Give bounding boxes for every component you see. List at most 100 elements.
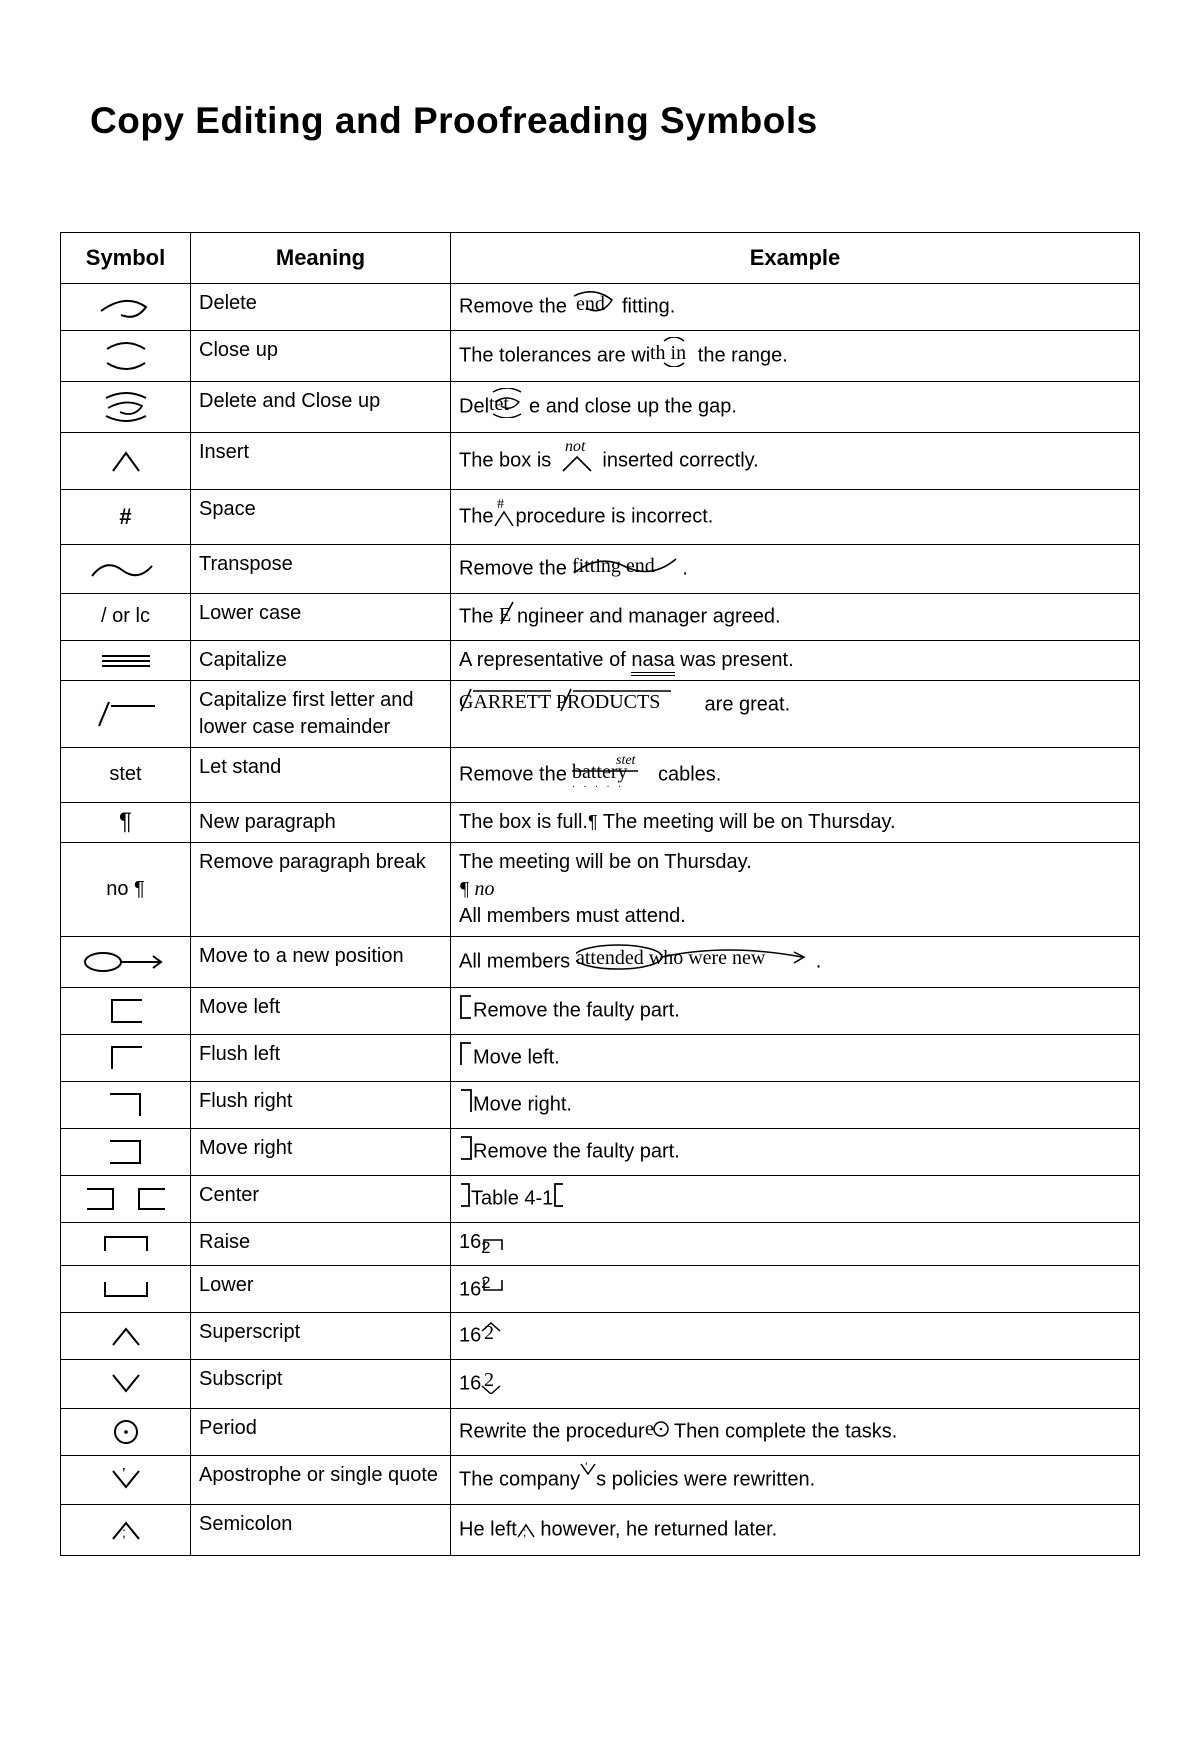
svg-text:. . . . .: . . . . . [572,779,624,788]
symbol-lowercase-icon: / or lc [61,593,191,640]
col-example: Example [451,233,1140,284]
example-cell: Table 4-1 [451,1175,1140,1222]
table-row: Capitalize first letter and lower case r… [61,680,1140,747]
meaning-cell: Space [191,489,451,544]
symbol-subscript-icon [61,1359,191,1408]
table-row: no ¶ Remove paragraph break The meeting … [61,842,1140,936]
meaning-cell: Lower case [191,593,451,640]
symbol-raise-icon [61,1222,191,1266]
symbol-lower-icon [61,1266,191,1312]
example-cell: Remove the fitting end. [451,544,1140,593]
symbol-closeup-icon [61,330,191,381]
raise-mark-icon [496,1229,504,1256]
example-cell: The box is full.¶ The meeting will be on… [451,802,1140,842]
center-mark-left-icon [459,1182,471,1216]
svg-text:end: end [576,293,605,315]
svg-text:e: e [645,1418,654,1440]
example-cell: Move left. [451,1034,1140,1081]
table-row: Period Rewrite the procedure Then comple… [61,1408,1140,1455]
symbol-apostrophe-icon: ’ [61,1455,191,1504]
symbol-capitalize-icon [61,640,191,680]
table-header-row: Symbol Meaning Example [61,233,1140,284]
col-meaning: Meaning [191,233,451,284]
meaning-cell: Semicolon [191,1504,451,1555]
meaning-cell: Lower [191,1266,451,1312]
table-row: Superscript 162 [61,1312,1140,1359]
example-cell: 162 [451,1359,1140,1408]
meaning-cell: Delete [191,283,451,330]
triple-underline: nasa [631,649,674,676]
meaning-cell: Superscript [191,1312,451,1359]
table-row: Insert The box is not inserted correctly… [61,432,1140,489]
delete-mark-icon: end [572,290,616,324]
svg-text:’: ’ [122,1466,126,1483]
meaning-cell: Let stand [191,747,451,802]
apos-mark-icon: ’ [580,1462,596,1498]
symbol-insert-icon [61,432,191,489]
col-symbol: Symbol [61,233,191,284]
symbol-move-right-icon [61,1128,191,1175]
meaning-cell: Move left [191,987,451,1034]
meaning-cell: Move right [191,1128,451,1175]
symbol-no-pilcrow-icon: no ¶ [61,842,191,936]
table-body: Delete Remove the end fitting. Close up … [61,283,1140,1555]
stet-mark-icon: battery. . . . .stet [572,754,652,796]
meaning-cell: Apostrophe or single quote [191,1455,451,1504]
svg-text:stet: stet [616,754,637,768]
symbol-delete-closeup-icon [61,381,191,432]
meaning-cell: Subscript [191,1359,451,1408]
table-row: ¶ New paragraph The box is full.¶ The me… [61,802,1140,842]
symbol-superscript-icon [61,1312,191,1359]
svg-text:;: ; [523,1525,526,1539]
table-row: Center Table 4-1 [61,1175,1140,1222]
table-row: Capitalize A representative of nasa was … [61,640,1140,680]
table-row: / or lc Lower case The Engineer and mana… [61,593,1140,640]
example-cell: 162 [451,1312,1140,1359]
example-cell: Remove the faulty part. [451,1128,1140,1175]
table-row: Subscript 162 [61,1359,1140,1408]
page-title: Copy Editing and Proofreading Symbols [90,100,1140,142]
example-cell: Deltete and close up the gap. [451,381,1140,432]
moveleft-mark-icon [459,994,473,1028]
period-mark-icon: e [645,1415,669,1449]
lower-mark-icon [496,1276,504,1306]
table-row: Delete and Close up Deltete and close up… [61,381,1140,432]
symbol-period-icon [61,1408,191,1455]
symbols-table: Symbol Meaning Example Delete Remove the… [60,232,1140,1556]
example-cell: Move right. [451,1081,1140,1128]
table-row: Raise 162 [61,1222,1140,1266]
symbol-stet-icon: stet [61,747,191,802]
symbol-delete-icon [61,283,191,330]
svg-text:#: # [497,497,504,512]
table-row: Lower 162 [61,1266,1140,1312]
caplc-mark-icon: GARRETT PRODUCTS [459,687,699,723]
closeup-mark-icon: th in [650,337,692,375]
example-cell: The company’s policies were rewritten. [451,1455,1140,1504]
delclose-mark-icon: tet [489,388,529,426]
insert-mark-icon: not [557,439,597,483]
center-mark-right-icon [553,1182,565,1216]
example-cell: The Engineer and manager agreed. [451,593,1140,640]
svg-text:GARRETT PRODUCTS: GARRETT PRODUCTS [459,691,660,713]
semi-mark-icon: ; [517,1511,535,1549]
table-row: ’ Apostrophe or single quote The company… [61,1455,1140,1504]
symbol-center-icon [61,1175,191,1222]
svg-text:;: ; [122,1524,126,1540]
svg-text:not: not [565,439,586,455]
svg-text:th in: th in [650,342,686,364]
meaning-cell: Move to a new position [191,936,451,987]
moveright-mark-icon [459,1135,473,1169]
table-row: Move right Remove the faulty part. [61,1128,1140,1175]
example-cell: A representative of nasa was present. [451,640,1140,680]
symbol-flush-left-icon [61,1034,191,1081]
example-cell: GARRETT PRODUCTS are great. [451,680,1140,747]
table-row: # Space The#procedure is incorrect. [61,489,1140,544]
example-cell: All members attended who were new. [451,936,1140,987]
meaning-cell: Period [191,1408,451,1455]
sup-mark-icon: 2 [481,1319,501,1353]
symbol-cap-lc-icon [61,680,191,747]
meaning-cell: Insert [191,432,451,489]
example-cell: He left; however, he returned later. [451,1504,1140,1555]
meaning-cell: Transpose [191,544,451,593]
example-cell: 162 [451,1222,1140,1266]
